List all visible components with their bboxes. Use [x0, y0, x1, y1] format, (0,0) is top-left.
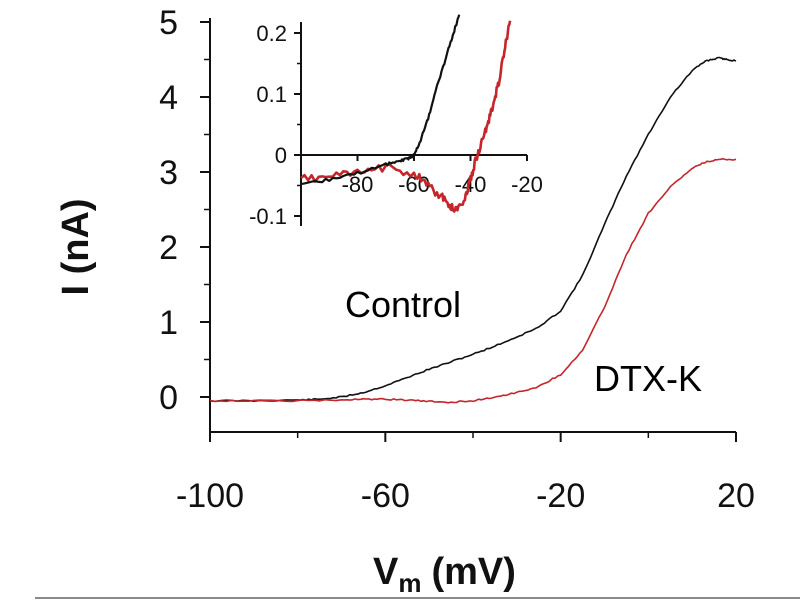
inset-x-tick-label: -20 — [511, 172, 543, 197]
x-tick-label: -100 — [176, 477, 244, 515]
inset-y-tick-label: 0.1 — [256, 82, 287, 107]
y-tick-label: 0 — [159, 379, 178, 417]
control-label: Control — [345, 284, 461, 325]
x-axis-title-subscript: m — [398, 568, 421, 598]
inset-dtx-k-trace — [300, 20, 512, 213]
dtx-k-trace — [209, 157, 737, 404]
control-trace — [209, 56, 737, 403]
inset-plot: -0.100.10.2-80 -60 -40 -20 — [249, 14, 543, 229]
axis-titles: I (nA) Vm (mV) Control DTX-K — [55, 198, 702, 598]
y-tick-label: 3 — [159, 154, 178, 192]
main-plot: 0 1 2 3 4 5 -100 -60 -20 20 — [159, 4, 755, 515]
x-axis-title-symbol: V — [373, 551, 399, 593]
x-tick-label: -60 — [361, 477, 410, 515]
inset-control-trace — [300, 14, 461, 186]
y-tick-label: 4 — [159, 79, 178, 117]
y-axis-title: I (nA) — [55, 198, 97, 295]
dtx-k-label: DTX-K — [594, 358, 702, 399]
inset-y-tick-label: 0 — [275, 143, 287, 168]
bottom-divider — [35, 597, 800, 599]
x-axis-title-unit: (mV) — [431, 551, 515, 593]
x-tick-label: 20 — [717, 477, 755, 515]
inset-x-tick-label: -80 — [342, 172, 374, 197]
x-tick-label: -20 — [536, 477, 585, 515]
y-tick-label: 1 — [159, 304, 178, 342]
y-tick-label: 5 — [159, 4, 178, 42]
inset-y-tick-label: -0.1 — [249, 204, 287, 229]
y-tick-label: 2 — [159, 229, 178, 267]
inset-y-tick-label: 0.2 — [256, 21, 287, 46]
x-axis-title: Vm (mV) — [373, 551, 516, 598]
